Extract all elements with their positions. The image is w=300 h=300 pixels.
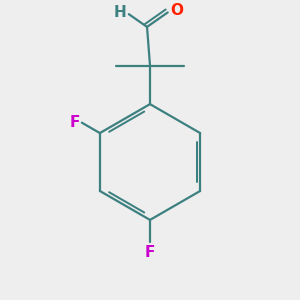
Text: H: H [114, 5, 126, 20]
Text: F: F [70, 115, 80, 130]
Text: O: O [171, 3, 184, 18]
Text: F: F [145, 245, 155, 260]
